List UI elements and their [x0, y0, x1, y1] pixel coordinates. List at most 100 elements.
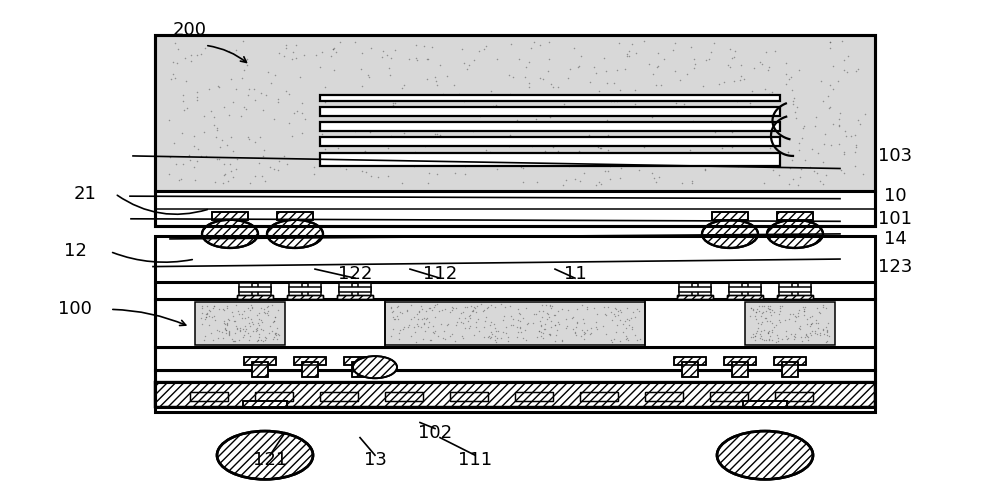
Point [317, 98, 333, 106]
Bar [344, 357, 376, 365]
Point [810, 149, 826, 157]
Point [593, 144, 609, 152]
Point [748, 95, 764, 103]
Point [807, 122, 823, 130]
Point [676, 101, 692, 109]
Point [199, 302, 215, 310]
Point [707, 128, 723, 136]
Point [174, 129, 190, 137]
Point [482, 334, 498, 342]
Point [848, 67, 864, 75]
Point [396, 81, 412, 89]
Point [219, 141, 235, 149]
Point [343, 104, 359, 112]
Point [603, 141, 619, 149]
Point [576, 119, 592, 127]
Point [231, 310, 247, 318]
Point [248, 326, 264, 334]
Point [719, 110, 735, 118]
Point [579, 305, 595, 313]
Point [529, 332, 545, 341]
Point [447, 170, 463, 178]
Point [624, 40, 640, 48]
Point [276, 152, 292, 160]
Text: 111: 111 [458, 451, 492, 469]
Point [850, 116, 866, 124]
Point [818, 338, 834, 346]
Point [427, 130, 443, 138]
Point [606, 310, 622, 318]
Point [558, 315, 574, 323]
Point [819, 327, 835, 336]
Point [221, 327, 237, 336]
Point [736, 75, 752, 83]
Point [482, 321, 498, 329]
Point [744, 87, 760, 95]
Bar [777, 212, 813, 220]
Point [687, 60, 703, 68]
Point [216, 319, 232, 327]
Point [255, 326, 271, 334]
Bar [712, 212, 748, 220]
Point [259, 302, 275, 310]
Point [193, 313, 209, 321]
Point [221, 316, 237, 324]
Point [203, 108, 219, 116]
Point [512, 316, 528, 324]
Point [255, 337, 271, 345]
Point [550, 147, 566, 155]
Point [602, 162, 618, 170]
Point [683, 43, 699, 51]
Point [221, 330, 237, 338]
Point [726, 76, 742, 85]
Bar [195, 302, 285, 345]
Point [533, 331, 549, 340]
Point [330, 144, 346, 152]
Bar [677, 295, 713, 299]
Point [781, 315, 797, 323]
Point [574, 326, 590, 334]
Point [769, 331, 785, 339]
Point [412, 118, 428, 126]
Bar [782, 362, 798, 377]
Point [652, 122, 668, 130]
Point [325, 45, 341, 53]
Point [488, 327, 504, 335]
Bar [779, 287, 811, 292]
Point [399, 307, 415, 315]
Point [500, 337, 516, 345]
Point [414, 160, 430, 168]
Point [165, 70, 181, 78]
Point [251, 159, 267, 167]
Point [753, 151, 769, 159]
Point [229, 324, 245, 332]
Point [809, 169, 825, 177]
Point [820, 319, 836, 327]
Point [385, 99, 401, 107]
Point [839, 68, 855, 76]
Point [534, 313, 550, 321]
Point [464, 96, 480, 104]
Point [448, 321, 464, 329]
Point [515, 333, 531, 342]
Point [357, 147, 373, 155]
Point [513, 327, 529, 336]
Point [338, 155, 354, 163]
Text: 122: 122 [338, 265, 372, 283]
Point [464, 307, 480, 315]
Point [354, 95, 370, 103]
Point [772, 318, 788, 326]
Point [521, 79, 537, 87]
Bar [244, 357, 276, 365]
Bar [155, 370, 875, 382]
Text: 123: 123 [878, 258, 912, 276]
Point [387, 46, 403, 54]
Point [461, 312, 477, 320]
Point [197, 331, 213, 340]
Point [791, 65, 807, 73]
Point [809, 304, 825, 312]
Point [243, 314, 259, 322]
Point [418, 315, 434, 323]
Point [248, 325, 264, 333]
Point [210, 334, 226, 343]
